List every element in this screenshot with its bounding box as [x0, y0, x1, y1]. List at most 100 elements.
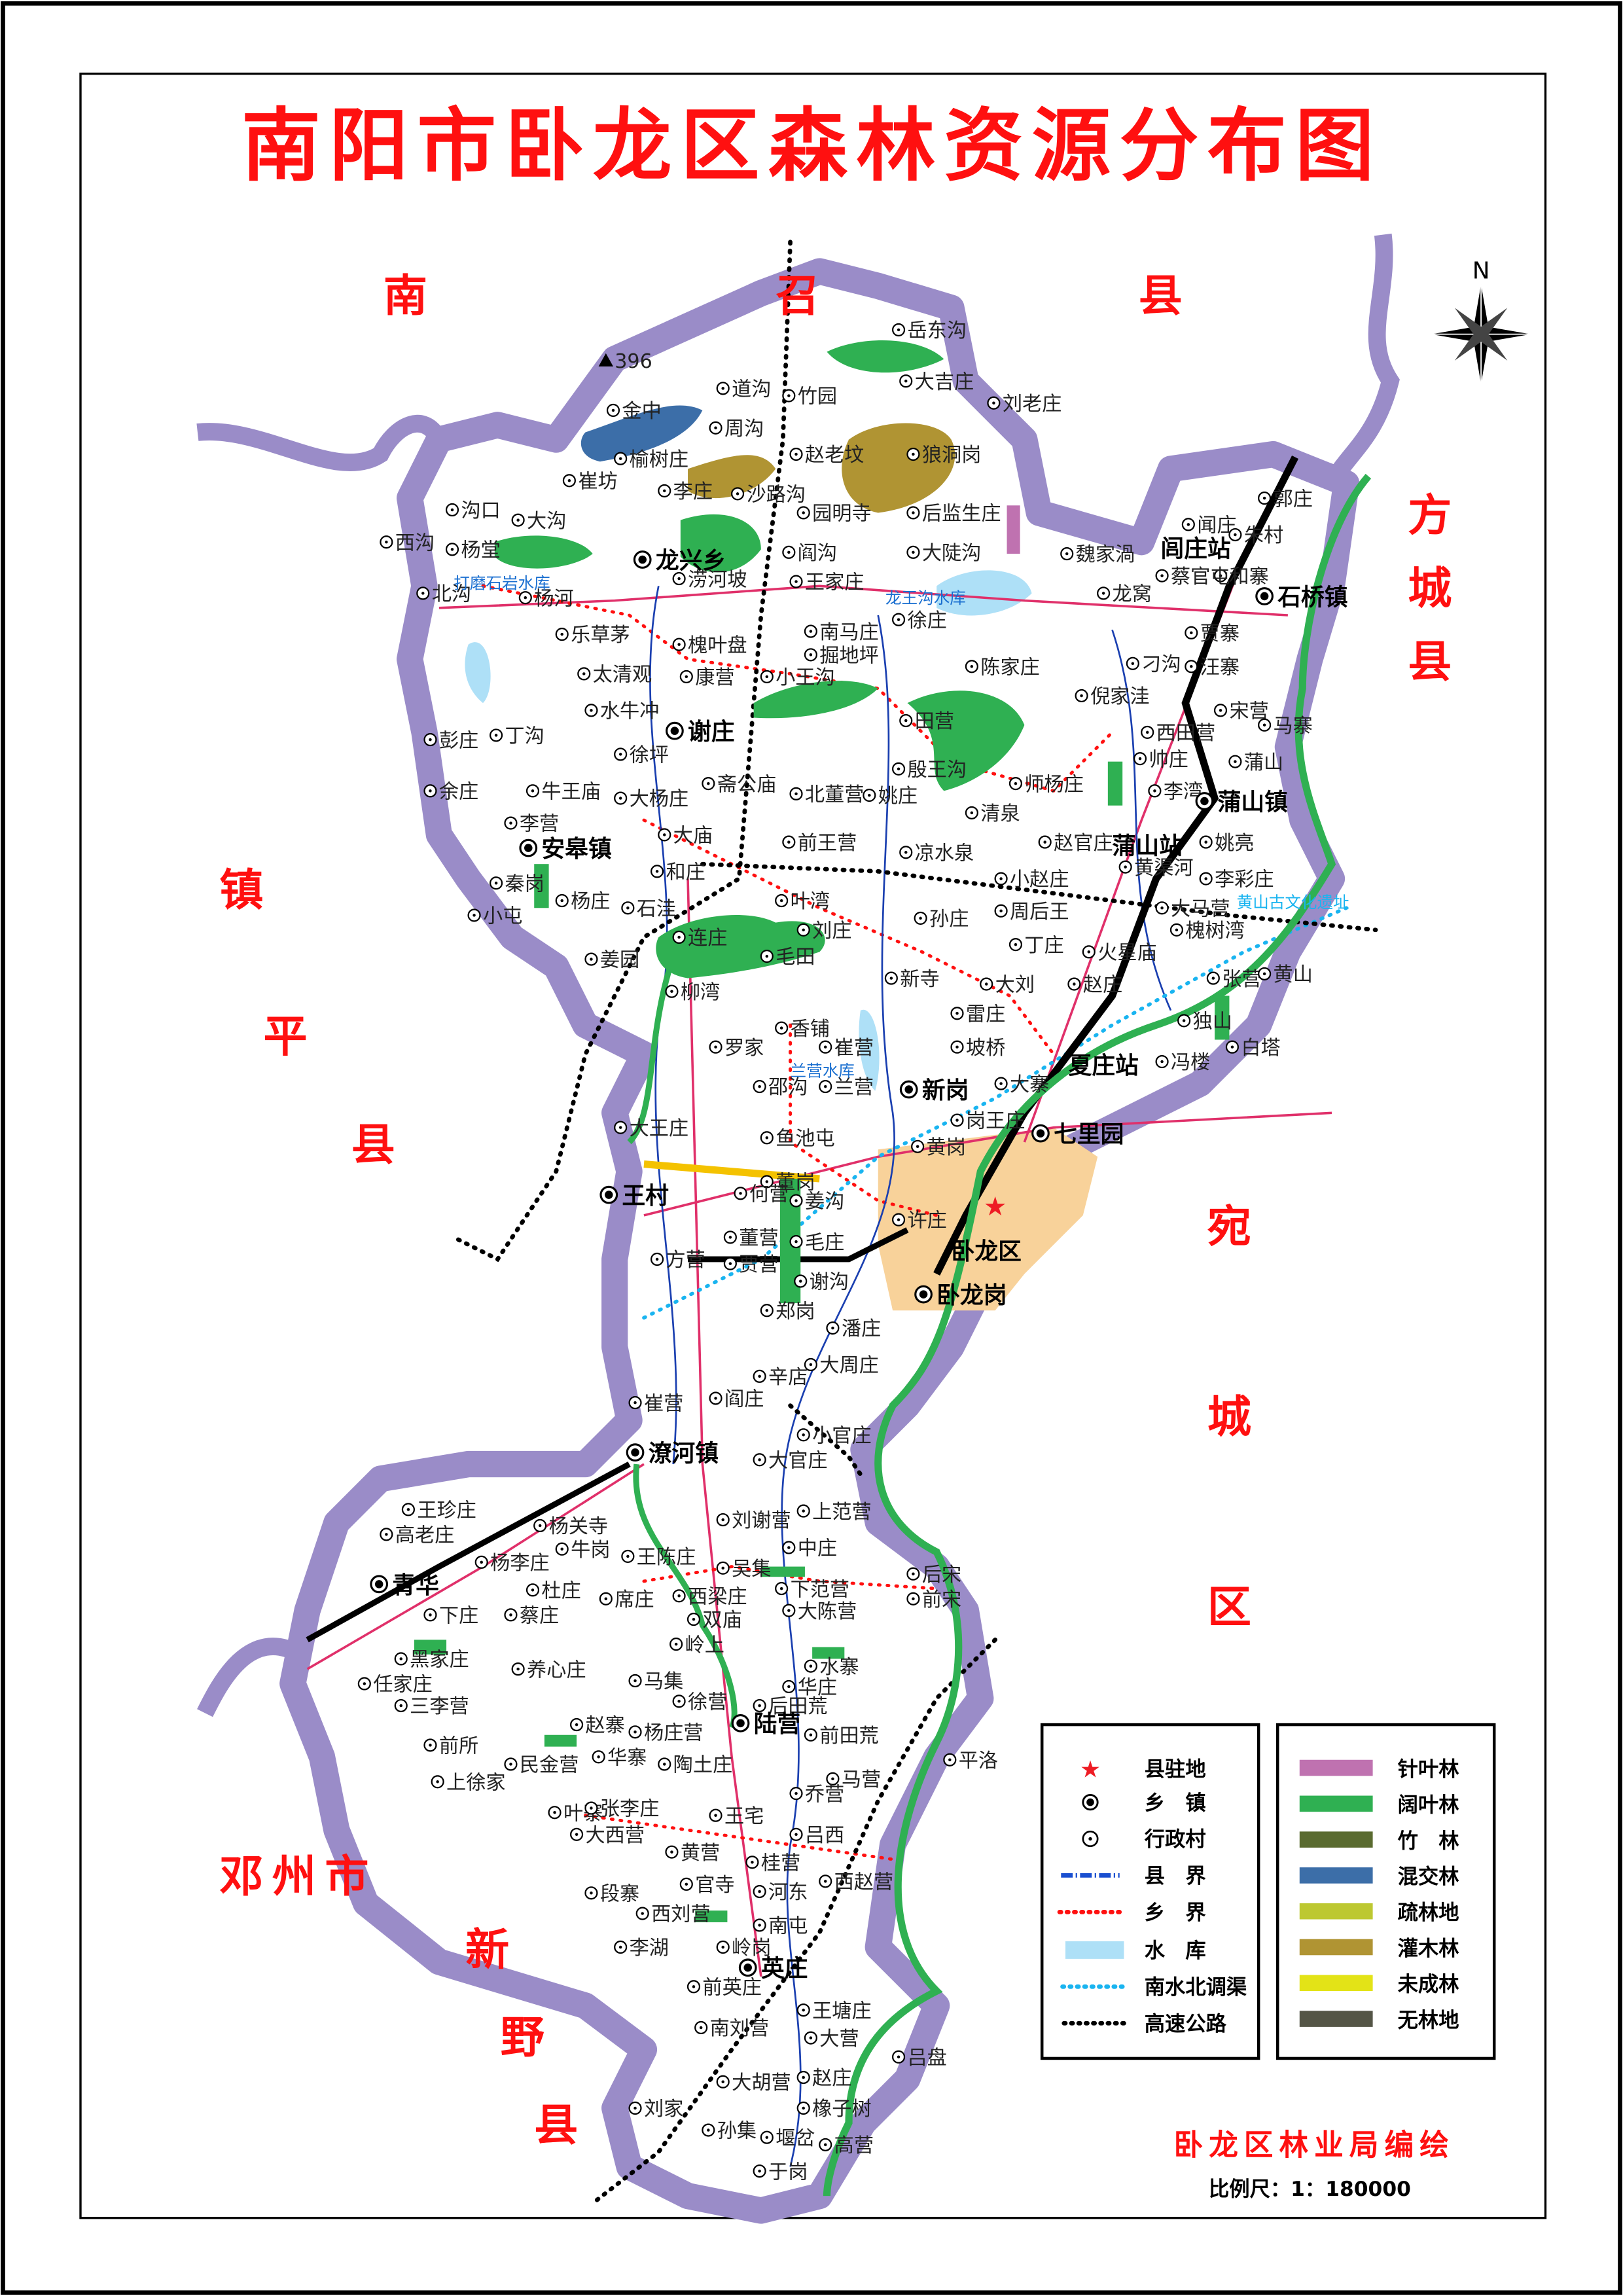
village-label: 田营 — [915, 710, 954, 733]
village-label: 李庄 — [673, 480, 713, 503]
village-marker: 园明寺 — [796, 503, 872, 526]
village-marker: 彭庄 — [423, 729, 478, 752]
village-marker: 殷王沟 — [891, 759, 967, 781]
legend-label: 未成林 — [1398, 1973, 1460, 1996]
village-label: 岗王庄 — [966, 1110, 1026, 1133]
village-label: 道沟 — [732, 378, 771, 401]
village-label: 前田荒 — [819, 1725, 879, 1748]
village-marker: 马集 — [628, 1670, 683, 1693]
village-marker: 徐营 — [672, 1691, 727, 1713]
village-label: 西沟 — [395, 531, 435, 554]
village-label: 华庄 — [798, 1676, 837, 1699]
village-marker: 方营 — [651, 1249, 705, 1272]
village-marker: 小屯 — [467, 905, 522, 928]
legend-label: 针叶林 — [1398, 1757, 1460, 1781]
legend-swatch — [1299, 1903, 1373, 1920]
village-marker: 叶湾 — [775, 890, 830, 913]
village-label: 崔营 — [834, 1037, 874, 1060]
village-marker: 西田营 — [1141, 722, 1215, 745]
legend-label: 灌木林 — [1398, 1937, 1460, 1960]
village-label: 徐坪 — [630, 744, 669, 767]
railway-branch — [688, 1227, 909, 1263]
credit-text: 卧龙区林业局编绘 — [1173, 2128, 1454, 2162]
village-marker: 西沟 — [380, 531, 435, 554]
village-marker: 李彩庄 — [1199, 869, 1274, 891]
township-marker: 王村 — [599, 1183, 669, 1210]
legend-swatch — [1299, 1795, 1373, 1812]
map-title: 南阳市卧龙区森林资源分布图 — [241, 100, 1383, 192]
village-marker: 丁沟 — [490, 725, 544, 748]
village-label: 徐庄 — [907, 609, 946, 632]
village-marker: 北董营 — [789, 783, 864, 806]
village-marker: 柳湾 — [665, 981, 720, 1004]
village-marker: 道沟 — [716, 378, 771, 401]
village-marker: 牛岗 — [555, 1539, 610, 1562]
village-label: 阎沟 — [798, 542, 837, 565]
village-marker: 岭上 — [669, 1634, 724, 1657]
village-marker: 大刘 — [980, 974, 1035, 997]
forest-patches — [414, 340, 1230, 1922]
township-label: 潦河镇 — [649, 1441, 719, 1467]
neighbor-wancheng: 宛 — [1207, 1201, 1251, 1252]
village-marker: 谢沟 — [794, 1271, 849, 1294]
village-label: 刘庄 — [812, 920, 851, 942]
village-label: 潘庄 — [842, 1318, 881, 1340]
village-marker: 康营 — [679, 666, 735, 689]
village-label: 高营 — [834, 2134, 874, 2157]
legend-label: 乡 界 — [1145, 1901, 1207, 1925]
village-label: 大陈营 — [798, 1600, 857, 1623]
neighbor-nanzhao: 召 — [776, 270, 819, 321]
legend-label: 县驻地 — [1145, 1757, 1206, 1781]
village-label: 毛庄 — [805, 1231, 844, 1254]
village-label: 黄营 — [681, 1842, 720, 1865]
village-label: 三李营 — [410, 1695, 469, 1718]
shrub-patch — [842, 423, 955, 513]
village-label: 后监生庄 — [922, 503, 1001, 526]
village-marker: 大营 — [804, 2028, 859, 2051]
village-marker: 崔营 — [628, 1392, 683, 1415]
village-label: 大寨 — [1010, 1073, 1049, 1096]
township-marker: 龙兴乡 — [633, 547, 726, 574]
village-label: 西刘营 — [651, 1903, 711, 1926]
village-label: 新寺 — [900, 968, 939, 991]
village-label: 周后王 — [1010, 901, 1069, 924]
village-label: 小赵庄 — [1010, 869, 1069, 891]
village-marker: 赵庄 — [796, 2067, 851, 2090]
village-label: 吴集 — [732, 1558, 771, 1581]
legend-swatch — [1299, 2011, 1373, 2027]
legend-label: 竹 林 — [1398, 1829, 1460, 1853]
village-label: 马集 — [644, 1670, 683, 1693]
village-label: 刘家 — [644, 2098, 683, 2121]
legend-label: 行政村 — [1145, 1828, 1206, 1852]
legend-swatch — [1299, 1867, 1373, 1884]
district-area — [279, 258, 1360, 2224]
station-label: 闾庄站 — [1160, 536, 1230, 563]
village-marker: 民金营 — [504, 1754, 579, 1777]
village-label: 陈家庄 — [980, 656, 1040, 679]
mixed-forest-patch — [580, 405, 703, 462]
village-marker: 下范营 — [775, 1578, 849, 1601]
village-label: 小官庄 — [812, 1424, 872, 1447]
village-label: 下庄 — [439, 1605, 478, 1628]
village-label: 王家庄 — [805, 571, 865, 594]
village-label: 沟口 — [461, 499, 500, 522]
village-marker: 华庄 — [782, 1676, 837, 1699]
village-marker: 槐叶盘 — [672, 634, 747, 657]
village-label: 竹园 — [798, 386, 837, 408]
village-marker: 大沟 — [511, 510, 566, 533]
village-marker: 龙窝 — [1097, 583, 1152, 606]
village-marker: 石洼 — [621, 897, 676, 920]
broadleaf-patch — [753, 681, 878, 719]
village-label: 牛岗 — [571, 1539, 610, 1562]
village-label: 冯楼 — [1171, 1051, 1210, 1074]
village-label: 刘老庄 — [1003, 393, 1062, 416]
neighbor-xinye: 县 — [534, 2100, 578, 2151]
village-marker: 后宋 — [906, 1564, 961, 1587]
village-label: 牛王庙 — [541, 781, 601, 804]
village-label: 姚亮 — [1215, 832, 1254, 855]
village-marker: 大寨 — [994, 1073, 1049, 1096]
station-label: 夏庄站 — [1068, 1052, 1138, 1079]
village-label: 官寺 — [695, 1874, 734, 1897]
village-marker: 崔营 — [819, 1037, 874, 1060]
red-star-icon: ★ — [1080, 1757, 1101, 1784]
